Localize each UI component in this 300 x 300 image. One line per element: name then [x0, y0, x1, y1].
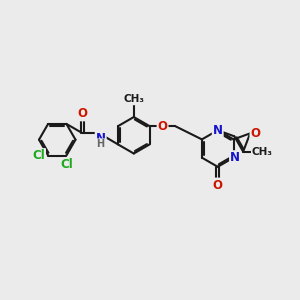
- Text: N: N: [96, 132, 106, 145]
- Text: N: N: [230, 151, 240, 164]
- Text: CH₃: CH₃: [123, 94, 144, 104]
- Text: CH₃: CH₃: [252, 147, 273, 157]
- Text: O: O: [158, 120, 168, 133]
- Text: O: O: [250, 127, 260, 140]
- Text: O: O: [213, 178, 223, 191]
- Text: O: O: [77, 107, 87, 120]
- Text: H: H: [97, 139, 105, 149]
- Text: Cl: Cl: [60, 158, 73, 171]
- Text: Cl: Cl: [32, 149, 45, 162]
- Text: N: N: [213, 124, 223, 137]
